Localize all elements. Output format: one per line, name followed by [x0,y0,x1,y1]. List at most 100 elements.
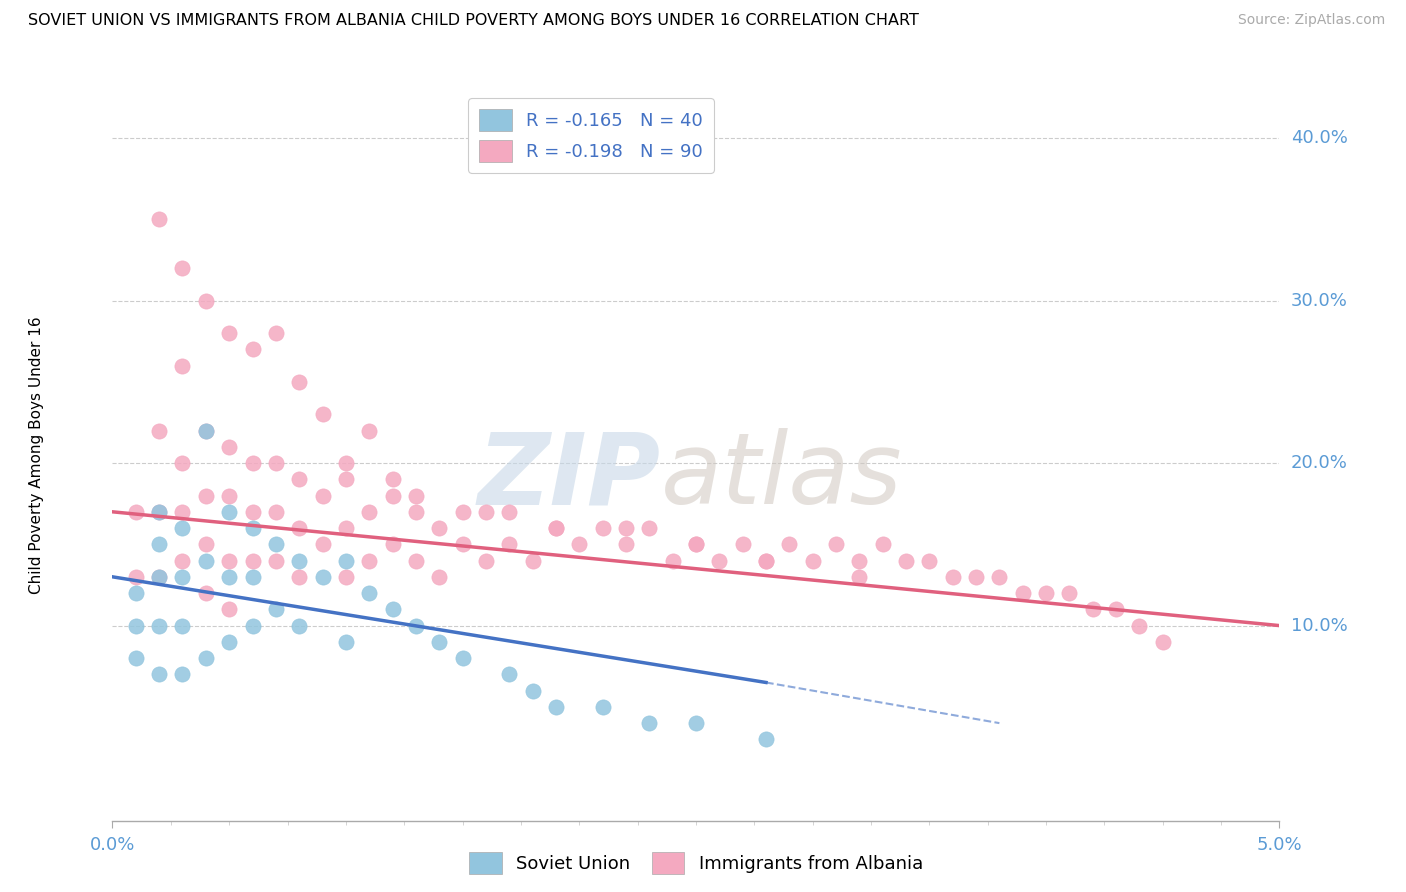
Text: 30.0%: 30.0% [1291,292,1347,310]
Point [125,570,148,584]
Point [148,667,170,681]
Point [148,570,170,584]
Point [172,553,194,567]
Point [218,553,240,567]
Point [311,489,333,503]
Point [359,586,381,600]
Point [918,553,941,567]
Point [475,505,498,519]
Point [778,537,800,551]
Point [148,537,170,551]
Point [242,456,264,470]
Point [148,570,170,584]
Point [614,521,637,535]
Point [335,472,357,486]
Point [172,521,194,535]
Point [685,716,707,731]
Point [218,602,240,616]
Point [194,489,217,503]
Point [498,505,520,519]
Point [592,699,614,714]
Point [264,505,287,519]
Point [148,505,170,519]
Point [498,537,520,551]
Text: 20.0%: 20.0% [1291,454,1347,472]
Point [568,537,591,551]
Point [242,343,264,357]
Point [685,537,707,551]
Point [709,553,731,567]
Point [359,553,381,567]
Point [427,635,450,649]
Point [848,570,870,584]
Point [218,635,240,649]
Point [451,505,474,519]
Point [125,618,148,632]
Point [1011,586,1033,600]
Point [172,667,194,681]
Point [194,553,217,567]
Point [848,553,870,567]
Point [194,537,217,551]
Point [242,521,264,535]
Point [1035,586,1057,600]
Text: Source: ZipAtlas.com: Source: ZipAtlas.com [1237,13,1385,28]
Point [172,359,194,373]
Point [194,293,217,308]
Point [172,260,194,275]
Point [592,521,614,535]
Point [614,537,637,551]
Point [172,570,194,584]
Point [427,570,450,584]
Point [148,618,170,632]
Point [194,424,217,438]
Point [194,651,217,665]
Point [194,424,217,438]
Point [965,570,987,584]
Point [405,553,427,567]
Point [148,505,170,519]
Point [288,570,311,584]
Point [755,732,778,747]
Point [544,521,567,535]
Point [311,407,333,421]
Point [264,326,287,340]
Text: atlas: atlas [661,428,903,525]
Point [544,699,567,714]
Point [801,553,824,567]
Text: SOVIET UNION VS IMMIGRANTS FROM ALBANIA CHILD POVERTY AMONG BOYS UNDER 16 CORREL: SOVIET UNION VS IMMIGRANTS FROM ALBANIA … [28,13,920,29]
Point [1152,635,1174,649]
Point [405,489,427,503]
Point [381,537,404,551]
Point [264,553,287,567]
Point [172,505,194,519]
Point [661,553,683,567]
Point [218,570,240,584]
Point [242,553,264,567]
Point [685,537,707,551]
Point [264,602,287,616]
Text: ZIP: ZIP [478,428,661,525]
Point [942,570,965,584]
Point [451,651,474,665]
Point [1105,602,1128,616]
Point [755,553,778,567]
Point [311,570,333,584]
Point [451,537,474,551]
Point [1059,586,1081,600]
Point [405,505,427,519]
Point [522,553,544,567]
Point [288,618,311,632]
Point [405,618,427,632]
Point [335,553,357,567]
Point [638,716,661,731]
Point [218,505,240,519]
Point [381,602,404,616]
Point [218,489,240,503]
Point [125,505,148,519]
Point [894,553,917,567]
Point [1128,618,1150,632]
Point [522,683,544,698]
Point [148,424,170,438]
Point [1081,602,1104,616]
